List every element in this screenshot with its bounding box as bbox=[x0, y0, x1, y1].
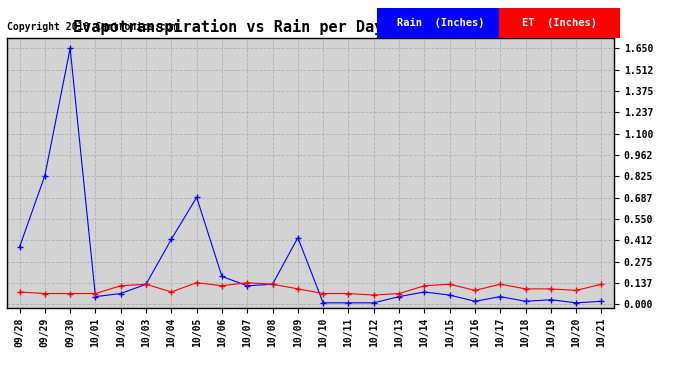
Rain  (Inches) bbox=[344, 301, 353, 305]
Rain  (Inches) bbox=[167, 237, 175, 242]
Rain  (Inches) bbox=[471, 299, 479, 303]
ET  (Inches) bbox=[91, 291, 99, 296]
Rain  (Inches) bbox=[243, 284, 251, 288]
ET  (Inches) bbox=[446, 282, 454, 286]
Rain  (Inches) bbox=[41, 173, 49, 178]
Rain  (Inches) bbox=[446, 293, 454, 297]
Line: Rain  (Inches): Rain (Inches) bbox=[17, 46, 604, 306]
Text: ET  (Inches): ET (Inches) bbox=[522, 18, 597, 28]
ET  (Inches) bbox=[193, 280, 201, 285]
Rain  (Inches) bbox=[268, 282, 277, 286]
ET  (Inches) bbox=[496, 282, 504, 286]
FancyBboxPatch shape bbox=[499, 8, 620, 38]
ET  (Inches) bbox=[319, 291, 327, 296]
Rain  (Inches) bbox=[193, 195, 201, 200]
Rain  (Inches) bbox=[91, 294, 99, 299]
ET  (Inches) bbox=[572, 288, 580, 292]
ET  (Inches) bbox=[15, 290, 23, 294]
Rain  (Inches) bbox=[66, 46, 75, 51]
ET  (Inches) bbox=[395, 291, 403, 296]
Rain  (Inches) bbox=[15, 245, 23, 249]
Rain  (Inches) bbox=[572, 301, 580, 305]
ET  (Inches) bbox=[218, 284, 226, 288]
Rain  (Inches) bbox=[395, 294, 403, 299]
ET  (Inches) bbox=[268, 282, 277, 286]
ET  (Inches) bbox=[471, 288, 479, 292]
ET  (Inches) bbox=[598, 282, 606, 286]
Rain  (Inches) bbox=[218, 274, 226, 279]
ET  (Inches) bbox=[546, 286, 555, 291]
Rain  (Inches) bbox=[522, 299, 530, 303]
ET  (Inches) bbox=[41, 291, 49, 296]
ET  (Inches) bbox=[294, 286, 302, 291]
ET  (Inches) bbox=[522, 286, 530, 291]
Text: Copyright 2018 Cartronics.com: Copyright 2018 Cartronics.com bbox=[7, 22, 177, 32]
ET  (Inches) bbox=[370, 293, 378, 297]
Rain  (Inches) bbox=[117, 291, 125, 296]
ET  (Inches) bbox=[142, 282, 150, 286]
Title: Evapotranspiration vs Rain per Day (Inches) 20181022: Evapotranspiration vs Rain per Day (Inch… bbox=[73, 19, 548, 35]
Rain  (Inches) bbox=[420, 290, 428, 294]
Rain  (Inches) bbox=[370, 301, 378, 305]
Rain  (Inches) bbox=[546, 297, 555, 302]
FancyBboxPatch shape bbox=[377, 8, 505, 38]
Rain  (Inches) bbox=[496, 294, 504, 299]
Text: Rain  (Inches): Rain (Inches) bbox=[397, 18, 485, 28]
Rain  (Inches) bbox=[598, 299, 606, 303]
ET  (Inches) bbox=[117, 284, 125, 288]
Rain  (Inches) bbox=[319, 301, 327, 305]
ET  (Inches) bbox=[243, 280, 251, 285]
ET  (Inches) bbox=[167, 290, 175, 294]
Rain  (Inches) bbox=[142, 282, 150, 286]
Rain  (Inches) bbox=[294, 236, 302, 240]
ET  (Inches) bbox=[344, 291, 353, 296]
ET  (Inches) bbox=[66, 291, 75, 296]
ET  (Inches) bbox=[420, 284, 428, 288]
Line: ET  (Inches): ET (Inches) bbox=[17, 280, 604, 298]
